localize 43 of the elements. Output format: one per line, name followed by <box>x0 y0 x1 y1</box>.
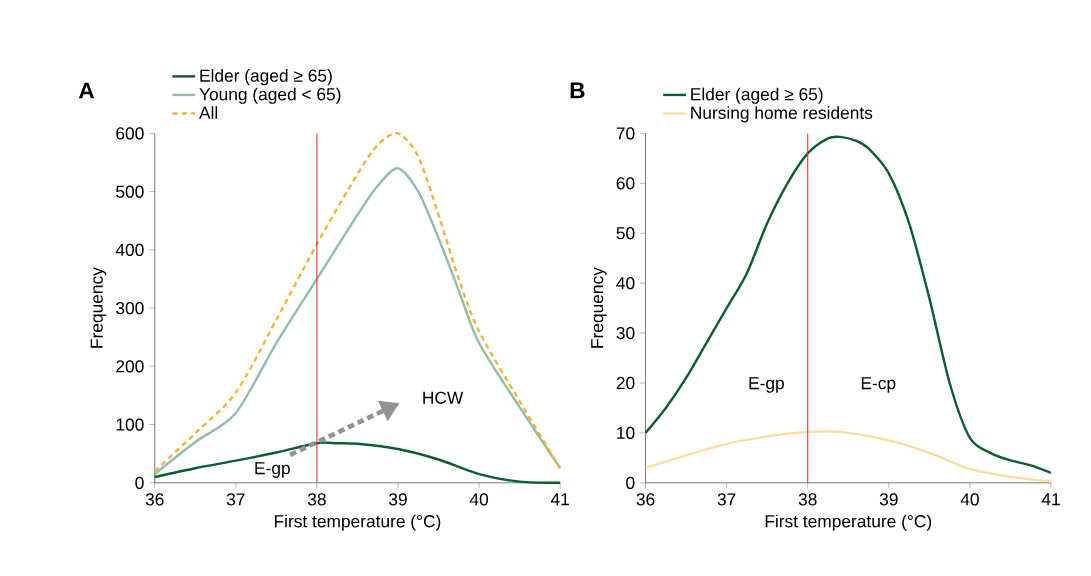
x-axis-title: First temperature (°C) <box>274 514 441 531</box>
y-tick-label: 600 <box>116 127 144 140</box>
x-tick-label: 37 <box>226 493 245 506</box>
x-axis-title: First temperature (°C) <box>765 514 932 531</box>
annotation: E-gp <box>749 377 784 393</box>
x-tick-label: 37 <box>717 493 736 506</box>
x-tick-label: 41 <box>1041 493 1060 506</box>
y-tick-label: 0 <box>626 476 635 489</box>
x-tick-label: 39 <box>389 493 407 506</box>
y-tick-label: 200 <box>116 360 144 373</box>
x-tick-label: 39 <box>879 493 898 506</box>
x-tick-label: 36 <box>145 493 164 506</box>
y-axis-title: Frequency <box>90 267 107 348</box>
y-tick-label: 10 <box>617 426 635 439</box>
x-tick-label: 40 <box>960 493 979 506</box>
y-tick-label: 50 <box>616 226 635 240</box>
y-tick-label: 300 <box>116 301 144 315</box>
x-tick-label: 38 <box>307 493 326 506</box>
legend-label: Young (aged < 65) <box>199 87 341 104</box>
annotation: E-gp <box>255 462 290 478</box>
chart-title: B <box>570 82 585 99</box>
legend-label: Elder (aged ≥ 65) <box>691 87 823 104</box>
y-tick-label: 70 <box>616 127 635 140</box>
line-series <box>644 135 1053 474</box>
y-tick-label: 60 <box>616 177 635 190</box>
chart-title: A <box>78 82 95 99</box>
y-tick-label: 0 <box>135 476 144 489</box>
y-axis-title: Frequency <box>591 267 607 348</box>
y-tick-label: 100 <box>116 418 144 431</box>
legend-label: All <box>199 106 218 119</box>
legend-label: Elder (aged ≥ 65) <box>200 69 332 86</box>
annotation: E-cp <box>861 377 896 393</box>
y-tick-label: 20 <box>616 376 635 390</box>
x-tick-label: 38 <box>798 493 817 506</box>
y-tick-label: 40 <box>616 276 635 290</box>
x-tick-label: 40 <box>469 493 489 506</box>
y-tick-label: 30 <box>616 326 635 340</box>
x-tick-label: 36 <box>636 493 655 506</box>
x-tick-label: 41 <box>550 493 569 506</box>
legend-label: Nursing home residents <box>691 106 873 123</box>
annotation: HCW <box>423 391 464 404</box>
y-tick-label: 400 <box>115 243 144 256</box>
y-tick-label: 500 <box>116 185 144 198</box>
